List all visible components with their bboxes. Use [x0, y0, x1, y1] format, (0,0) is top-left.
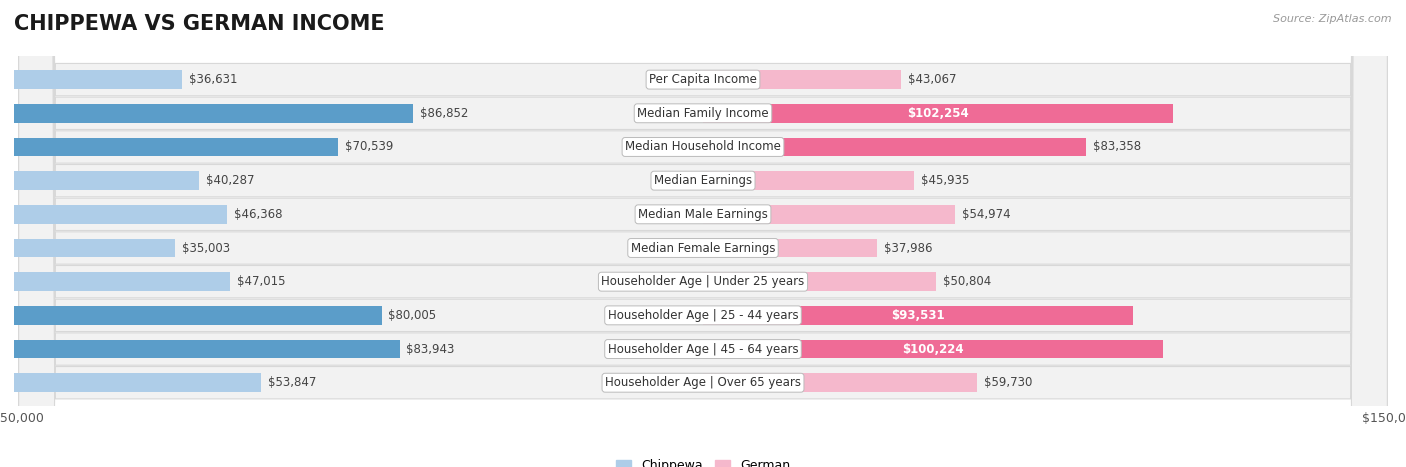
- Text: $43,067: $43,067: [908, 73, 956, 86]
- FancyBboxPatch shape: [18, 0, 1388, 467]
- Text: Householder Age | Over 65 years: Householder Age | Over 65 years: [605, 376, 801, 389]
- Text: $53,847: $53,847: [269, 376, 316, 389]
- Bar: [14, 306, 381, 325]
- Text: $102,254: $102,254: [907, 107, 969, 120]
- Text: $46,368: $46,368: [233, 208, 283, 221]
- Text: $40,287: $40,287: [207, 174, 254, 187]
- FancyBboxPatch shape: [18, 0, 1388, 467]
- FancyBboxPatch shape: [18, 0, 1388, 467]
- Text: $93,531: $93,531: [891, 309, 945, 322]
- Text: Householder Age | 25 - 44 years: Householder Age | 25 - 44 years: [607, 309, 799, 322]
- Bar: [703, 205, 956, 224]
- Legend: Chippewa, German: Chippewa, German: [610, 454, 796, 467]
- Text: Householder Age | 45 - 64 years: Householder Age | 45 - 64 years: [607, 342, 799, 355]
- Bar: [703, 171, 914, 190]
- Bar: [14, 272, 231, 291]
- Text: Median Family Income: Median Family Income: [637, 107, 769, 120]
- Text: $59,730: $59,730: [984, 376, 1032, 389]
- Bar: [703, 374, 977, 392]
- Text: $80,005: $80,005: [388, 309, 436, 322]
- Text: $54,974: $54,974: [962, 208, 1011, 221]
- Text: $70,539: $70,539: [344, 141, 394, 154]
- FancyBboxPatch shape: [18, 0, 1388, 467]
- Text: $50,804: $50,804: [943, 275, 991, 288]
- FancyBboxPatch shape: [18, 0, 1388, 467]
- Text: $83,358: $83,358: [1092, 141, 1140, 154]
- Text: $37,986: $37,986: [884, 241, 932, 255]
- Bar: [14, 71, 183, 89]
- Text: Median Household Income: Median Household Income: [626, 141, 780, 154]
- Bar: [703, 340, 1163, 358]
- Bar: [14, 374, 262, 392]
- Text: $36,631: $36,631: [190, 73, 238, 86]
- Bar: [703, 239, 877, 257]
- Text: $45,935: $45,935: [921, 174, 969, 187]
- Text: Median Male Earnings: Median Male Earnings: [638, 208, 768, 221]
- FancyBboxPatch shape: [18, 0, 1388, 467]
- Text: Per Capita Income: Per Capita Income: [650, 73, 756, 86]
- Bar: [703, 138, 1085, 156]
- Text: $47,015: $47,015: [236, 275, 285, 288]
- FancyBboxPatch shape: [18, 0, 1388, 467]
- Text: Householder Age | Under 25 years: Householder Age | Under 25 years: [602, 275, 804, 288]
- Bar: [14, 104, 413, 122]
- Text: Median Earnings: Median Earnings: [654, 174, 752, 187]
- Bar: [14, 138, 337, 156]
- Text: $83,943: $83,943: [406, 342, 456, 355]
- FancyBboxPatch shape: [18, 0, 1388, 467]
- Bar: [14, 239, 174, 257]
- Text: Median Female Earnings: Median Female Earnings: [631, 241, 775, 255]
- Text: CHIPPEWA VS GERMAN INCOME: CHIPPEWA VS GERMAN INCOME: [14, 14, 385, 34]
- Bar: [14, 171, 200, 190]
- Text: $35,003: $35,003: [181, 241, 229, 255]
- Bar: [703, 104, 1173, 122]
- FancyBboxPatch shape: [18, 0, 1388, 467]
- Bar: [703, 71, 901, 89]
- Bar: [14, 205, 226, 224]
- Bar: [703, 306, 1133, 325]
- FancyBboxPatch shape: [18, 0, 1388, 467]
- Bar: [14, 340, 399, 358]
- Text: Source: ZipAtlas.com: Source: ZipAtlas.com: [1274, 14, 1392, 24]
- Text: $86,852: $86,852: [420, 107, 468, 120]
- Bar: [703, 272, 936, 291]
- Text: $100,224: $100,224: [903, 342, 965, 355]
